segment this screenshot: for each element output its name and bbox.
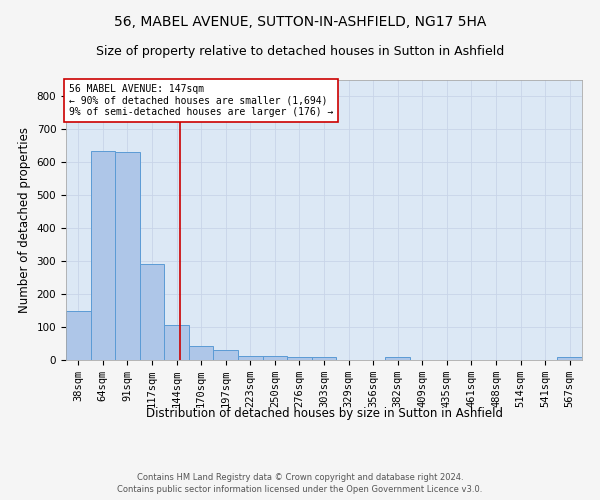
Text: Contains HM Land Registry data © Crown copyright and database right 2024.: Contains HM Land Registry data © Crown c…	[137, 472, 463, 482]
Bar	[557, 356, 582, 360]
Bar	[115, 152, 140, 360]
Bar	[385, 358, 410, 360]
Text: Contains public sector information licensed under the Open Government Licence v3: Contains public sector information licen…	[118, 485, 482, 494]
Bar	[189, 346, 214, 360]
Bar	[140, 264, 164, 360]
Text: Distribution of detached houses by size in Sutton in Ashfield: Distribution of detached houses by size …	[146, 408, 503, 420]
Bar	[91, 151, 115, 360]
Bar	[287, 356, 312, 360]
Text: Size of property relative to detached houses in Sutton in Ashfield: Size of property relative to detached ho…	[96, 45, 504, 58]
Bar	[66, 310, 91, 360]
Bar	[263, 356, 287, 360]
Y-axis label: Number of detached properties: Number of detached properties	[18, 127, 31, 313]
Bar	[164, 326, 189, 360]
Bar	[312, 356, 336, 360]
Bar	[214, 350, 238, 360]
Bar	[238, 356, 263, 360]
Text: 56 MABEL AVENUE: 147sqm
← 90% of detached houses are smaller (1,694)
9% of semi-: 56 MABEL AVENUE: 147sqm ← 90% of detache…	[68, 84, 333, 117]
Text: 56, MABEL AVENUE, SUTTON-IN-ASHFIELD, NG17 5HA: 56, MABEL AVENUE, SUTTON-IN-ASHFIELD, NG…	[114, 15, 486, 29]
